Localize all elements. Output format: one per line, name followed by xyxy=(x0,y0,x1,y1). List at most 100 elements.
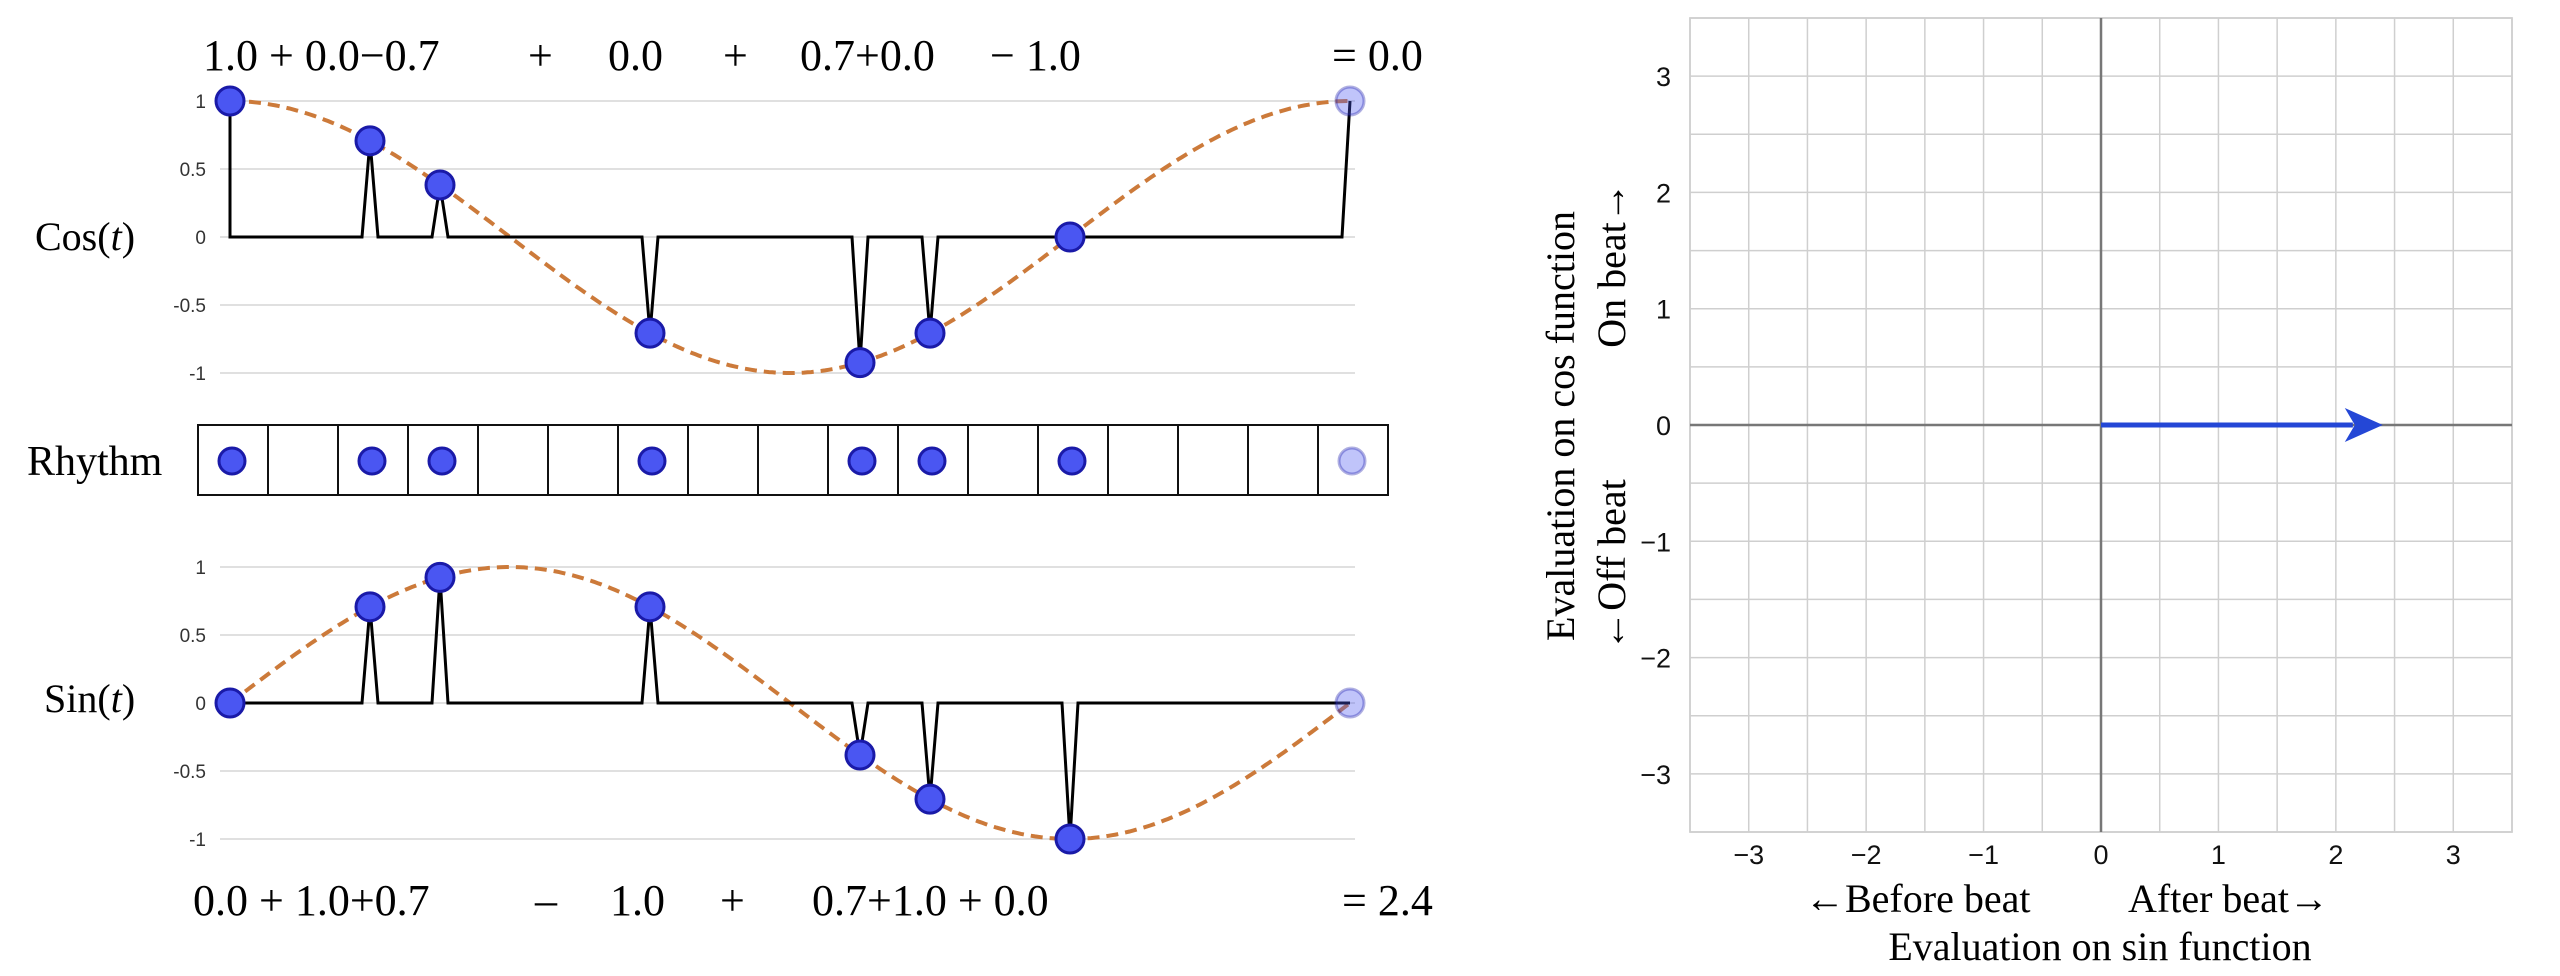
sample-point xyxy=(1054,221,1086,253)
rhythm-cell xyxy=(1107,424,1179,496)
y-tick-label: −2 xyxy=(1640,644,1671,674)
cos-dashed-wave xyxy=(230,99,1350,375)
result-vector xyxy=(2101,408,2383,442)
sample-point xyxy=(354,591,386,623)
y-tick-label: -0.5 xyxy=(173,296,206,317)
cos-sample-points xyxy=(214,85,1366,379)
y-tick-label: -1 xyxy=(189,830,206,851)
sin-pulse-line xyxy=(230,577,1350,840)
sample-point xyxy=(634,591,666,623)
cos-term-3: 0.0 xyxy=(608,31,663,80)
vector-arrowhead xyxy=(2344,408,2383,442)
before-beat-label: ←Before beat xyxy=(1805,876,2030,921)
y-tick-label: 1 xyxy=(1656,295,1671,325)
sin-term-2: – xyxy=(534,876,558,925)
rhythm-row: Rhythm xyxy=(27,424,1389,496)
sample-point xyxy=(354,125,386,157)
sample-point xyxy=(424,169,456,201)
sample-point xyxy=(844,739,876,771)
sample-point xyxy=(914,317,946,349)
x-tick-label: 3 xyxy=(2446,840,2461,870)
rhythm-cell xyxy=(1247,424,1319,496)
sin-term-3: 1.0 xyxy=(610,876,665,925)
on-beat-label: On beat→ xyxy=(1589,182,1634,348)
rhythm-cell xyxy=(757,424,829,496)
rhythm-label: Rhythm xyxy=(27,439,163,485)
cos-result: = 0.0 xyxy=(1332,31,1423,80)
rhythm-cell xyxy=(197,424,269,496)
rhythm-hit xyxy=(1057,446,1087,476)
cos-term-5: 0.7+0.0 xyxy=(800,31,935,80)
cos-term-4: + xyxy=(723,31,748,80)
rhythm-hit xyxy=(357,446,387,476)
sin-panel: 1 0.5 0 -0.5 -1 Sin(t) 0.0 + 1.0+0.7 – 1.0 +… xyxy=(44,558,1433,925)
rhythm-hit xyxy=(637,446,667,476)
y-tick-label: 0 xyxy=(195,694,206,715)
rhythm-cell xyxy=(1177,424,1249,496)
vector-plot-y-ticks: 3 2 1 0 −1 −2 −3 xyxy=(1640,62,1671,790)
cos-y-ticks: 1 0.5 0 -0.5 -1 xyxy=(173,92,206,385)
sin-term-5: 0.7+1.0 + 0.0 xyxy=(812,876,1049,925)
cos-term-6: − 1.0 xyxy=(990,31,1081,80)
y-tick-label: 2 xyxy=(1656,178,1671,208)
cos-label: Cos(t) xyxy=(35,214,135,259)
rhythm-hit xyxy=(427,446,457,476)
sin-term-4: + xyxy=(720,876,745,925)
cos-panel: 1 0.5 0 -0.5 -1 Cos(t) 1.0 + 0.0−0.7 + 0.0 +… xyxy=(35,31,1423,385)
y-tick-label: 1 xyxy=(195,558,206,579)
x-tick-label: −2 xyxy=(1851,840,1882,870)
ghost-sample-point xyxy=(1334,85,1366,117)
after-beat-label: After beat→ xyxy=(2128,876,2329,921)
rhythm-cell xyxy=(477,424,549,496)
x-tick-label: 1 xyxy=(2211,840,2226,870)
x-axis-title: Evaluation on sin function xyxy=(1888,924,2311,969)
rhythm-ghost-hit xyxy=(1337,446,1367,476)
y-tick-label: 0 xyxy=(195,228,206,249)
rhythm-hit xyxy=(917,446,947,476)
cos-pulse-line xyxy=(228,100,1352,363)
y-tick-label: −1 xyxy=(1640,527,1671,557)
x-tick-label: −3 xyxy=(1733,840,1764,870)
sin-result: = 2.4 xyxy=(1342,876,1433,925)
sample-point xyxy=(844,347,876,379)
sin-sample-points xyxy=(214,561,1366,855)
y-tick-label: -0.5 xyxy=(173,762,206,783)
sample-point xyxy=(634,317,666,349)
sample-point xyxy=(214,687,246,719)
rhythm-cell xyxy=(547,424,619,496)
y-tick-label: 0 xyxy=(1656,411,1671,441)
rhythm-cell xyxy=(687,424,759,496)
y-tick-label: 0.5 xyxy=(180,160,206,181)
rhythm-cell xyxy=(1317,424,1389,496)
y-tick-label: 0.5 xyxy=(180,626,206,647)
rhythm-grid xyxy=(197,424,1389,496)
rhythm-cell xyxy=(967,424,1039,496)
vector-plot-x-ticks: −3 −2 −1 0 1 2 3 xyxy=(1733,840,2460,870)
cos-term-1: 1.0 + 0.0−0.7 xyxy=(203,31,440,80)
x-tick-label: 0 xyxy=(2093,840,2108,870)
ghost-sample-point xyxy=(1334,687,1366,719)
vector-plot: −3 −2 −1 0 1 2 3 3 2 1 0 −1 −2 −3 ←Before beat After… xyxy=(1538,17,2513,969)
sin-term-1: 0.0 + 1.0+0.7 xyxy=(193,876,430,925)
sample-point xyxy=(424,561,456,593)
cos-equation: 1.0 + 0.0−0.7 + 0.0 + 0.7+0.0 − 1.0 = 0.… xyxy=(203,31,1423,80)
sin-y-ticks: 1 0.5 0 -0.5 -1 xyxy=(173,558,206,851)
sample-point xyxy=(1054,823,1086,855)
sample-point xyxy=(914,783,946,815)
cos-term-2: + xyxy=(528,31,553,80)
y-axis-title: Evaluation on cos function xyxy=(1538,211,1583,641)
y-tick-label: 3 xyxy=(1656,62,1671,92)
y-tick-label: 1 xyxy=(195,92,206,113)
rhythm-hit xyxy=(217,446,247,476)
x-tick-label: 2 xyxy=(2328,840,2343,870)
y-tick-label: -1 xyxy=(189,364,206,385)
y-tick-label: −3 xyxy=(1640,760,1671,790)
x-tick-label: −1 xyxy=(1968,840,1999,870)
rhythm-hit xyxy=(847,446,877,476)
off-beat-label: ←Off beat xyxy=(1589,479,1634,650)
sin-equation: 0.0 + 1.0+0.7 – 1.0 + 0.7+1.0 + 0.0 = 2.… xyxy=(193,876,1433,925)
sin-label: Sin(t) xyxy=(44,676,135,721)
rhythm-cell xyxy=(267,424,339,496)
sample-point xyxy=(214,85,246,117)
